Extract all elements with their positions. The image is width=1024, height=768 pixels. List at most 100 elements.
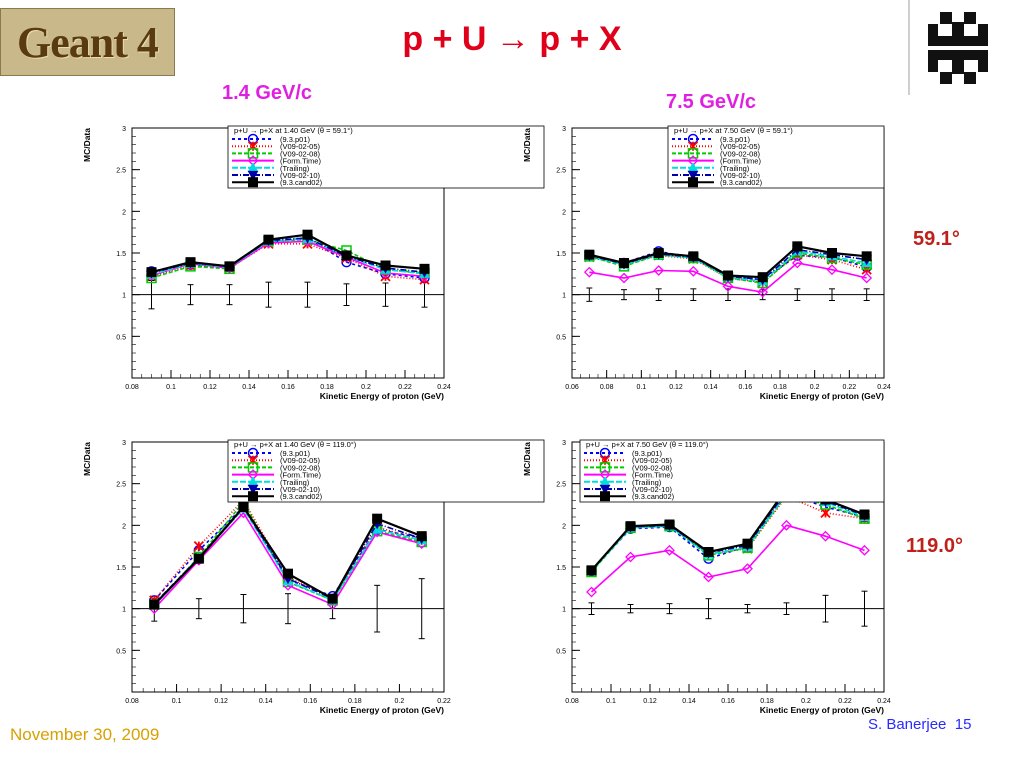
data-point — [861, 251, 872, 262]
legend-label: (V09-02-10) — [280, 485, 321, 494]
x-tick-label: 0.14 — [704, 384, 718, 391]
data-point — [653, 248, 664, 258]
legend-marker — [247, 484, 259, 495]
legend-label: (9.3.p01) — [280, 135, 311, 144]
y-tick-label: 1.5 — [116, 251, 126, 258]
x-tick-label: 0.2 — [810, 384, 820, 391]
data-point — [625, 551, 636, 563]
data-point — [584, 249, 595, 260]
data-point — [687, 265, 699, 277]
x-axis-label: Kinetic Energy of proton (GeV) — [760, 391, 884, 401]
y-tick-label: 3 — [562, 126, 566, 133]
x-tick-label: 0.1 — [606, 698, 616, 705]
data-point — [757, 272, 768, 283]
legend-label: (V09-02-05) — [720, 142, 761, 151]
series-line — [151, 240, 425, 278]
fermilab-logo-icon — [928, 12, 988, 84]
y-tick-label: 3 — [122, 440, 126, 447]
x-tick-label: 0.18 — [320, 384, 334, 391]
data-point — [653, 265, 665, 276]
legend-box — [579, 439, 885, 503]
x-tick-label: 0.1 — [636, 384, 646, 391]
legend-marker — [687, 170, 699, 181]
legend-label: (9.3.cand02) — [280, 492, 323, 501]
y-tick-label: 1.5 — [116, 565, 126, 572]
x-tick-label: 0.2 — [395, 698, 405, 705]
x-tick-label: 0.12 — [669, 384, 683, 391]
data-point — [820, 507, 831, 518]
x-tick-label: 0.2 — [361, 384, 371, 391]
legend-label: (V09-02-10) — [720, 171, 761, 180]
x-tick-label: 0.1 — [166, 384, 176, 391]
legend-marker — [600, 491, 610, 502]
page-number: 15 — [954, 716, 972, 733]
legend-label: (9.3.p01) — [720, 135, 751, 144]
data-point — [625, 521, 636, 532]
angle-label-bottom: 119.0° — [906, 535, 963, 557]
legend-label: (V09-02-08) — [280, 463, 321, 472]
chart-panel-3: 0.5 1 1.5 2 2.5 3 0.08 0.1 0.12 0.14 0.16 0.18 0.2 0.… — [82, 439, 545, 715]
logo-text: Geant 4 — [17, 17, 159, 67]
data-point — [149, 599, 160, 610]
data-point — [791, 257, 803, 269]
series-7 — [149, 502, 427, 610]
x-tick-label: 0.22 — [398, 384, 412, 391]
y-tick-label: 0.5 — [556, 648, 566, 655]
y-tick-label: 2 — [562, 209, 566, 216]
y-axis-label: MC/Data — [82, 442, 92, 476]
data-point — [722, 280, 734, 292]
data-point — [618, 272, 630, 284]
x-tick-label: 0.14 — [242, 384, 256, 391]
series-line — [590, 524, 865, 593]
y-tick-label: 2 — [122, 209, 126, 216]
slide-title: p + U → p + X — [402, 20, 622, 58]
x-tick-label: 0.08 — [565, 698, 579, 705]
momentum-label-right: 7.5 GeV/c — [666, 91, 757, 113]
legend-marker — [247, 170, 259, 181]
legend-label: (V09-02-10) — [632, 485, 673, 494]
data-point — [586, 565, 597, 576]
chart-panel-4: 0.5 1 1.5 2 2.5 3 0.08 0.1 0.12 0.14 0.16 0.18 0.2 0.… — [522, 439, 891, 715]
y-tick-label: 3 — [122, 126, 126, 133]
legend-label: (V09-02-05) — [632, 456, 673, 465]
legend-label: (Form.Time) — [632, 471, 673, 480]
x-tick-label: 0.24 — [877, 384, 891, 391]
y-tick-label: 1 — [122, 607, 126, 614]
legend-marker — [248, 177, 258, 188]
data-point — [664, 519, 675, 530]
author-name: S. Banerjee — [868, 716, 947, 733]
data-point — [619, 258, 629, 268]
legend-label: (Trailing) — [632, 478, 662, 487]
data-point — [859, 544, 870, 556]
data-point — [583, 266, 595, 278]
series-4 — [583, 257, 873, 298]
data-point — [193, 553, 204, 564]
footer-date: November 30, 2009 — [10, 725, 160, 744]
x-tick-label: 0.16 — [721, 698, 735, 705]
x-axis-label: Kinetic Energy of proton (GeV) — [320, 705, 444, 715]
data-point — [703, 571, 714, 583]
series-line — [590, 493, 865, 573]
data-point — [664, 544, 675, 556]
chart-panel-2: 0.5 1 1.5 2 2.5 3 0.06 0.08 0.1 0.12 0.14 0.16 0.18 0… — [522, 125, 891, 401]
x-tick-label: 0.22 — [838, 698, 852, 705]
legend-label: (9.3.cand02) — [280, 178, 323, 187]
legend-marker — [599, 462, 611, 473]
x-tick-label: 0.16 — [739, 384, 753, 391]
data-point — [723, 270, 733, 281]
series-line — [151, 238, 425, 276]
legend-label: (9.3.p01) — [280, 449, 311, 458]
series-7 — [146, 229, 430, 278]
data-point — [224, 261, 235, 272]
y-tick-label: 2 — [562, 523, 566, 530]
y-tick-label: 0.5 — [116, 648, 126, 655]
x-tick-label: 0.22 — [437, 698, 451, 705]
legend-marker — [247, 148, 259, 159]
header-divider — [908, 0, 910, 95]
x-tick-label: 0.16 — [303, 698, 317, 705]
legend-title: p+U → p+X at 7.50 GeV (θ = 59.1°) — [674, 126, 793, 135]
data-point — [742, 538, 753, 549]
y-tick-label: 1.5 — [556, 565, 566, 572]
x-tick-label: 0.16 — [281, 384, 295, 391]
